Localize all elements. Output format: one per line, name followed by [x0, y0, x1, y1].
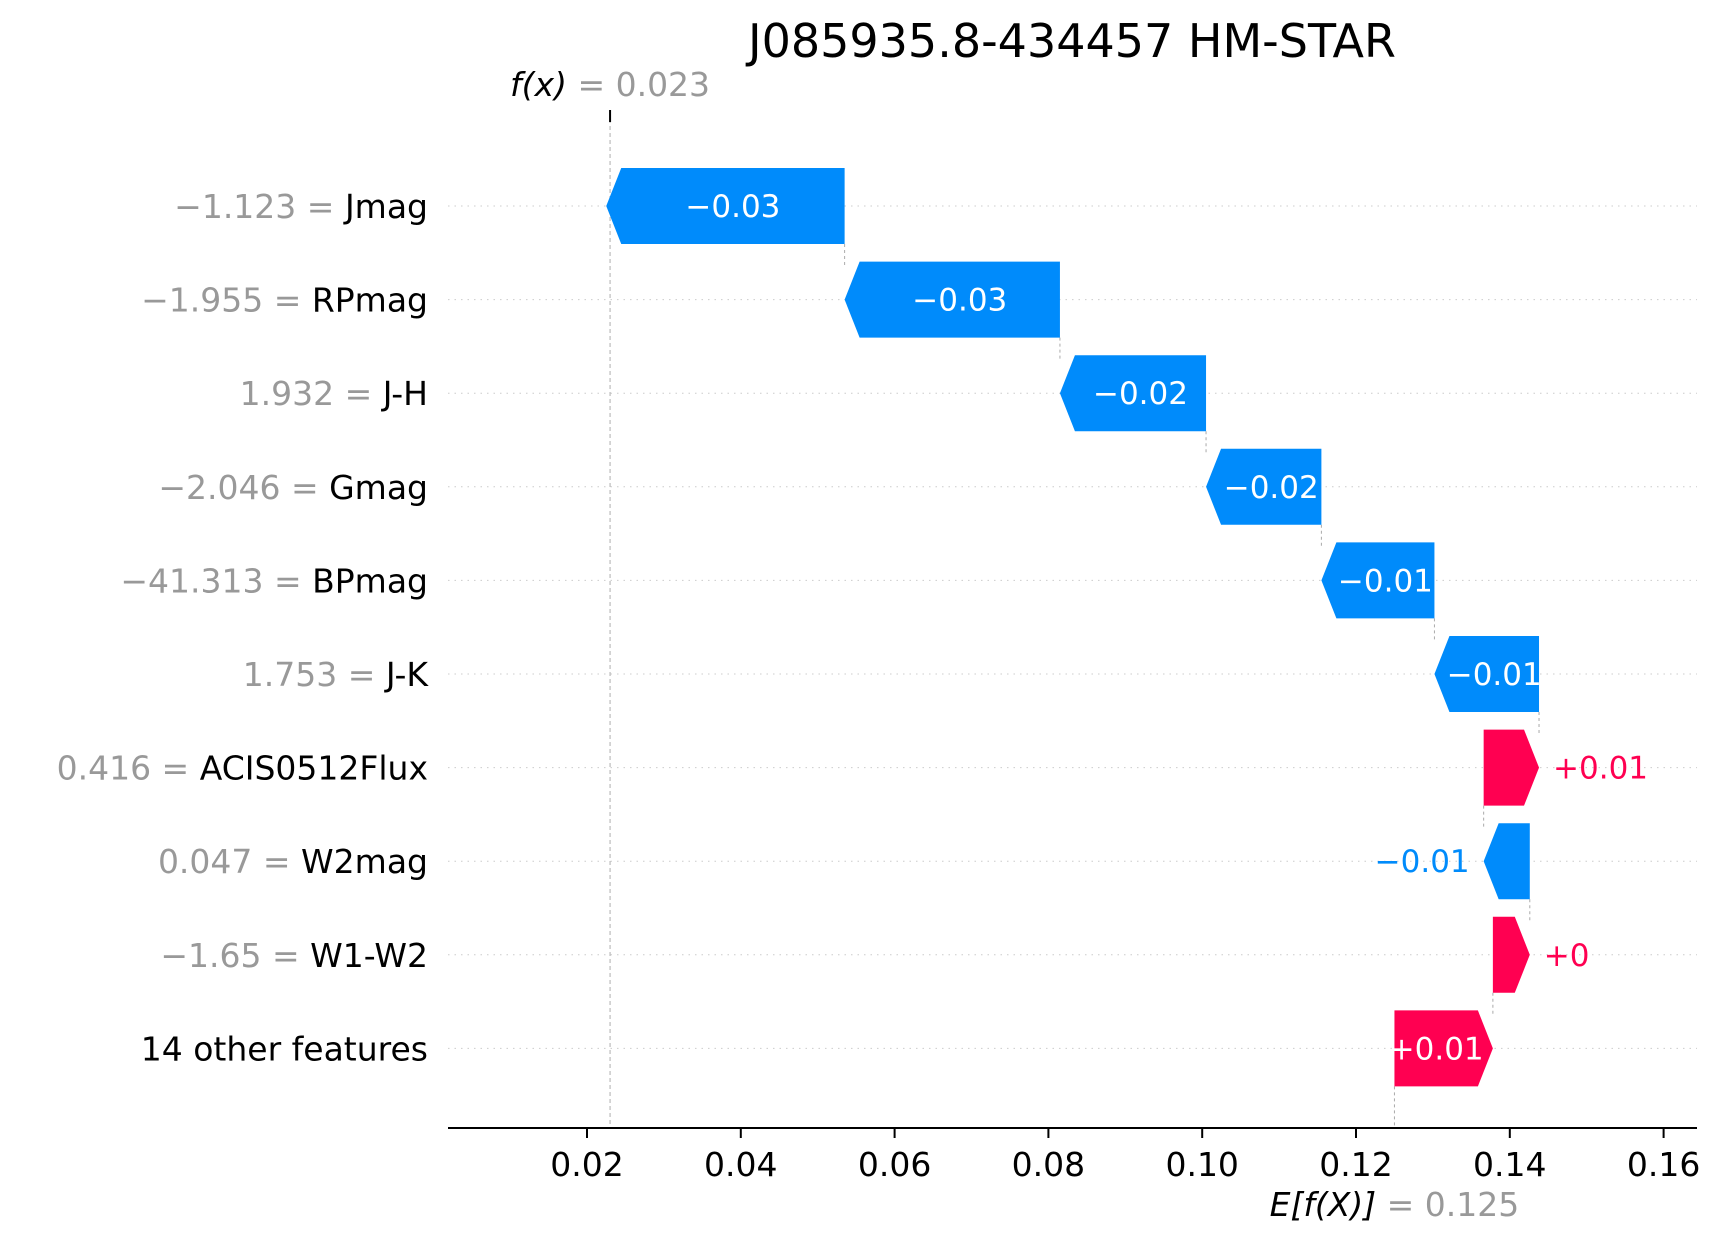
feature-value: 0.416 = [57, 749, 200, 788]
expected-value-label: E[f(X)] = 0.125 [1270, 1185, 1520, 1224]
feature-name: J-H [381, 374, 428, 413]
bar-value-label: −0.01 [1338, 563, 1433, 599]
bar-rpmag [844, 261, 1060, 338]
feature-value: −2.046 = [158, 468, 329, 507]
feature-label: 1.753 = J-K [243, 655, 430, 694]
bar-w1-w2 [1492, 916, 1530, 993]
bar-gmag [1206, 448, 1322, 525]
feature-label: −1.123 = Jmag [174, 187, 428, 226]
x-tick-label: 0.06 [858, 1145, 931, 1184]
feature-value: 1.753 = [243, 655, 386, 694]
feature-label: −1.65 = W1-W2 [160, 936, 428, 975]
bar-value-label: +0.01 [1553, 751, 1648, 787]
bar-j-h [1059, 355, 1207, 432]
bar-value-label: −0.03 [912, 283, 1007, 319]
feature-name: BPmag [312, 561, 428, 600]
feature-value: −41.313 = [120, 561, 312, 600]
bar-w2mag [1483, 823, 1530, 900]
bar-jmag [606, 168, 845, 244]
fx-symbol: f(x) [510, 65, 577, 104]
x-tick-label: 0.04 [704, 1145, 777, 1184]
feature-value: −1.123 = [174, 187, 345, 226]
feature-name: W2mag [301, 842, 428, 881]
expected-value: = 0.125 [1387, 1185, 1520, 1224]
bar-value-label: −0.02 [1224, 470, 1319, 506]
fx-value: = 0.023 [577, 65, 710, 104]
grid-layer [448, 110, 1697, 1128]
feature-value: 1.932 = [240, 374, 383, 413]
bar-value-label: +0 [1544, 938, 1590, 974]
feature-name: W1-W2 [310, 936, 428, 975]
chart-title: J085935.8-434457 HM-STAR [745, 14, 1396, 68]
bar-bpmag [1321, 542, 1435, 619]
feature-value: −1.65 = [160, 936, 310, 975]
feature-label: 1.932 = J-H [240, 374, 428, 413]
x-tick-label: 0.08 [1012, 1145, 1085, 1184]
bars-layer [606, 168, 1540, 1087]
bar-value-label: +0.01 [1389, 1031, 1484, 1067]
feature-name: Jmag [343, 187, 428, 226]
x-tick-label: 0.14 [1473, 1145, 1546, 1184]
bar-value-label: −0.01 [1375, 844, 1470, 880]
feature-label: 0.416 = ACIS0512Flux [57, 749, 428, 788]
fx-label: f(x) = 0.023 [510, 65, 710, 104]
bar-value-label: −0.01 [1447, 657, 1542, 693]
bar-value-label: −0.03 [685, 189, 780, 225]
feature-value: 0.047 = [158, 842, 301, 881]
x-tick-label: 0.12 [1319, 1145, 1392, 1184]
feature-label: 14 other features [141, 1029, 428, 1068]
bar-value-label: −0.02 [1093, 376, 1188, 412]
feature-name: ACIS0512Flux [200, 749, 428, 788]
feature-name: J-K [384, 655, 429, 694]
bar-acis0512flux [1483, 729, 1540, 806]
feature-label: −41.313 = BPmag [120, 561, 428, 600]
feature-value: −1.955 = [141, 281, 312, 320]
feature-name: 14 other features [141, 1029, 428, 1068]
x-axis: 0.02 0.04 0.06 0.08 0.10 0.12 0.14 0.16 [448, 1127, 1700, 1184]
x-tick-label: 0.10 [1165, 1145, 1238, 1184]
bar-j-k [1434, 636, 1540, 712]
bar-14-other-features [1394, 1010, 1493, 1087]
feature-name: Gmag [329, 468, 428, 507]
expected-value-symbol: E[f(X)] [1270, 1185, 1387, 1224]
feature-label: −1.955 = RPmag [141, 281, 428, 320]
feature-label: −2.046 = Gmag [158, 468, 428, 507]
feature-label: 0.047 = W2mag [158, 842, 428, 881]
feature-name: RPmag [312, 281, 428, 320]
x-tick-label: 0.16 [1627, 1145, 1700, 1184]
x-tick-label: 0.02 [550, 1145, 623, 1184]
labels-layer: f(x) = 0.023 −0.03 −1.123 = Jmag −0.03 −1.95… [57, 65, 1648, 1224]
